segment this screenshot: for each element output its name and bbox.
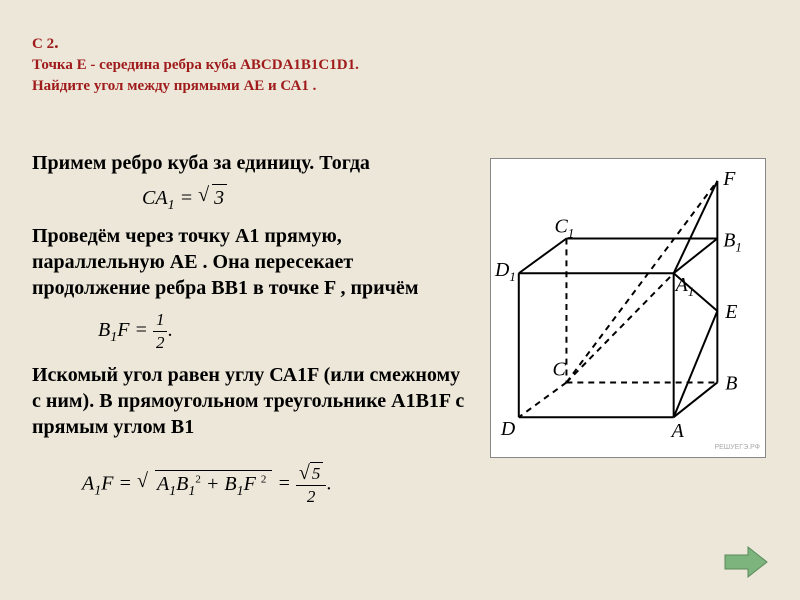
- label-A: A: [670, 420, 685, 442]
- label-D: D: [500, 418, 516, 440]
- header-line2: Точка Е - середина ребра куба АВСDА1В1С1…: [32, 55, 800, 76]
- formula-1: CA1 = 3: [32, 180, 472, 219]
- header-line1: С 2.: [32, 30, 800, 55]
- para-3: Искомый угол равен углу СА1F (или смежно…: [32, 362, 472, 440]
- formula-2: B1F = 12.: [32, 305, 472, 358]
- header-line3: Найдите угол между прямыми АЕ и СА1 .: [32, 76, 800, 97]
- label-B1: B1: [723, 229, 742, 254]
- watermark: РЕШУЕГЭ.РФ: [714, 444, 760, 451]
- label-B: B: [725, 372, 737, 394]
- solution-body: Примем ребро куба за единицу. Тогда CA1 …: [32, 150, 472, 517]
- label-E: E: [724, 301, 737, 323]
- label-A1: A1: [674, 274, 695, 299]
- cube-svg: F C1 B1 D1 A1 E C B D A: [491, 159, 765, 457]
- cube-diagram: F C1 B1 D1 A1 E C B D A: [490, 158, 766, 458]
- para-2: Проведём через точку А1 прямую, параллел…: [32, 223, 472, 301]
- label-D1: D1: [494, 259, 516, 284]
- label-F: F: [722, 168, 736, 190]
- label-C1: C1: [555, 216, 575, 241]
- arrow-right-icon: [722, 544, 770, 580]
- label-C: C: [553, 359, 567, 381]
- formula-3: A1F = A1B12 + B1F 2 = 52.: [32, 458, 472, 512]
- next-button[interactable]: [722, 544, 770, 580]
- problem-header: С 2. Точка Е - середина ребра куба АВСDА…: [0, 0, 800, 97]
- para-1: Примем ребро куба за единицу. Тогда: [32, 150, 472, 176]
